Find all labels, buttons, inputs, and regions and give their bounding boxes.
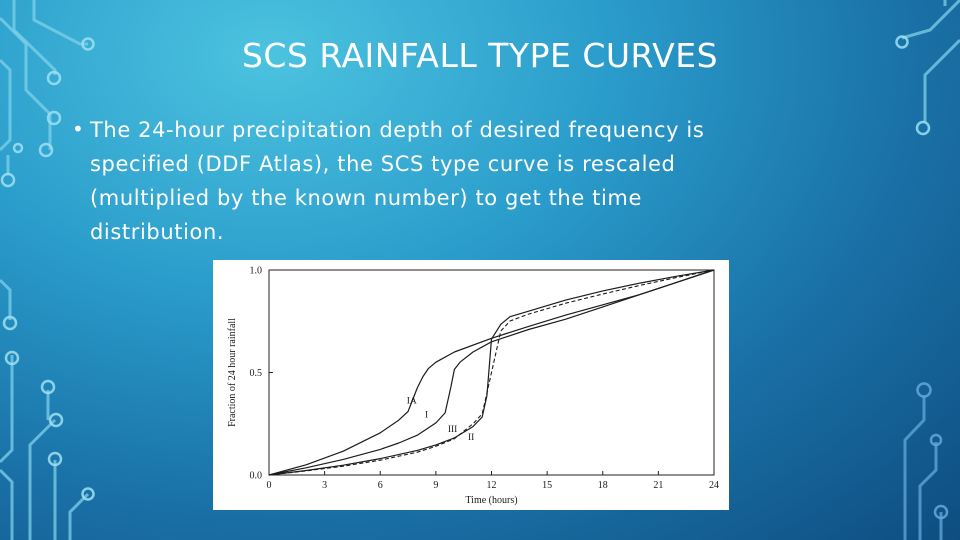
slide-title: SCS RAINFALL TYPE CURVES — [241, 36, 719, 75]
x-tick-label: 0 — [267, 480, 272, 491]
series-line-ii — [268, 269, 715, 476]
x-tick-label: 12 — [487, 480, 497, 491]
circuit-nodes-bottom-right — [916, 382, 949, 520]
x-tick-label: 6 — [378, 480, 383, 491]
y-tick-label: 0.5 — [250, 368, 263, 379]
y-tick-label: 1.0 — [250, 266, 263, 277]
x-axis-label: Time (hours) — [465, 495, 517, 506]
circuit-lines-bottom-right — [903, 396, 943, 540]
rainfall-chart: 0 3 6 9 12 15 18 21 24 0.0 0.5 1.0 Time (hours) Fract… — [213, 260, 729, 510]
axes-layer: 0 3 6 9 12 15 18 21 24 0.0 0.5 1.0 Time (hours) Fract… — [227, 266, 719, 507]
series-line-ia — [268, 269, 715, 476]
series-label-iii: III — [448, 425, 458, 435]
series-layer — [268, 269, 715, 476]
series-line-iii — [268, 269, 715, 476]
circuit-lines-left — [0, 0, 90, 540]
bullet-item: • The 24-hour precipitation depth of des… — [72, 113, 772, 249]
y-axis-label: Fraction of 24 hour rainfall — [227, 318, 238, 427]
y-tick-label: 0.0 — [250, 471, 263, 482]
series-label-ii: II — [468, 433, 474, 443]
series-line-i — [268, 269, 715, 476]
rainfall-chart-svg: 0 3 6 9 12 15 18 21 24 0.0 0.5 1.0 Time (hours) Fract… — [227, 266, 719, 507]
series-label-i: I — [425, 411, 428, 421]
x-tick-label: 21 — [653, 480, 663, 491]
x-tick-label: 18 — [598, 480, 608, 491]
x-tick-label: 3 — [322, 480, 327, 491]
circuit-nodes-left — [0, 37, 95, 501]
series-label-ia: IA — [407, 396, 417, 406]
x-tick-label: 9 — [433, 480, 438, 491]
circuit-nodes-right — [895, 35, 931, 136]
circuit-lines-right — [901, 0, 960, 122]
bullet-text: The 24-hour precipitation depth of desir… — [90, 118, 705, 244]
x-tick-label: 15 — [542, 480, 552, 491]
x-tick-label: 24 — [709, 480, 719, 491]
bullet-dot-icon: • — [72, 117, 85, 141]
